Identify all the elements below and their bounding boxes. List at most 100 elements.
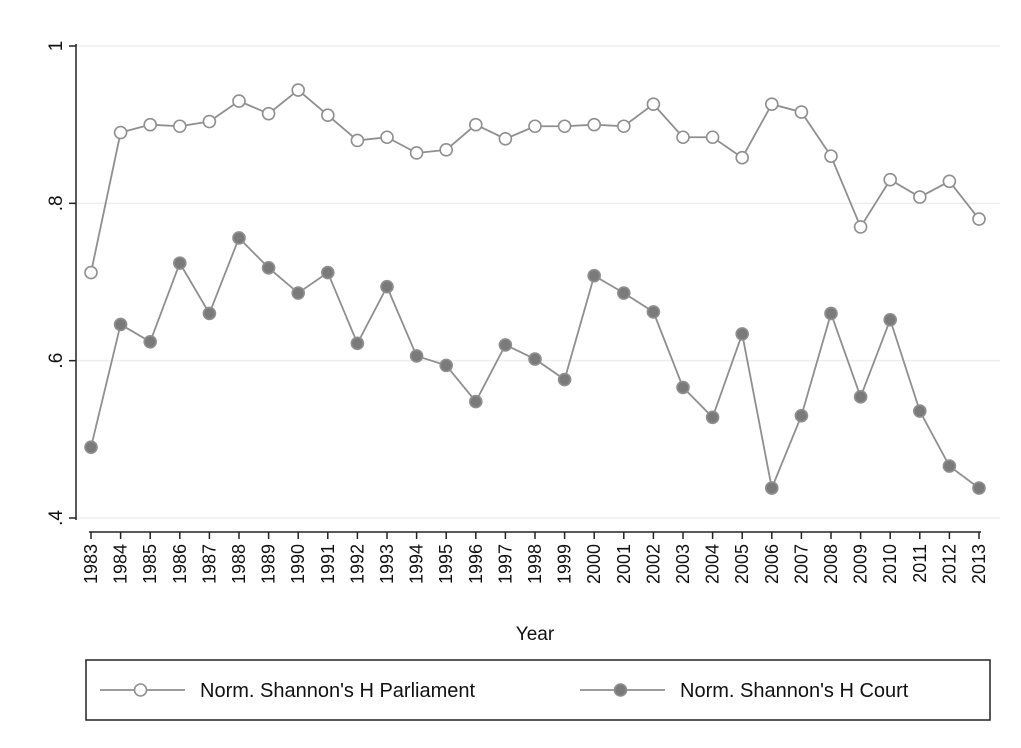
- data-point-hollow: [883, 172, 898, 187]
- x-tick-label: 1991: [318, 544, 338, 584]
- data-point-filled: [972, 481, 986, 495]
- data-point-filled: [173, 256, 187, 270]
- legend-label: Norm. Shannon's H Court: [680, 680, 909, 702]
- data-point-filled: [942, 459, 957, 473]
- data-point-hollow: [143, 117, 157, 132]
- legend-marker: [613, 683, 628, 697]
- x-tick-label: 1990: [288, 544, 308, 584]
- data-point-hollow: [202, 114, 217, 129]
- x-tick-label: 2004: [703, 544, 723, 584]
- x-tick-label: 1997: [495, 544, 515, 584]
- data-point-hollow: [261, 106, 276, 121]
- data-point-filled: [705, 410, 720, 425]
- data-point-filled: [912, 404, 927, 418]
- y-tick-label: 1: [46, 41, 67, 52]
- data-point-hollow: [528, 119, 542, 134]
- data-point-filled: [261, 261, 276, 275]
- data-point-hollow: [824, 149, 838, 163]
- legend-item: Norm. Shannon's H Parliament: [100, 680, 475, 702]
- axes: .4 .6 .8 1 1983 1984 1985 1986 1987 1988 1989 1990 1…: [46, 41, 989, 584]
- data-point-filled: [320, 265, 335, 280]
- x-tick-label: 1994: [407, 544, 427, 584]
- data-point-hollow: [912, 190, 927, 204]
- y-tick-label: .4: [46, 510, 67, 526]
- data-point-filled: [202, 306, 217, 321]
- x-tick-label: 2002: [643, 544, 663, 584]
- x-tick-label: 1983: [81, 544, 101, 584]
- data-point-filled: [468, 394, 483, 409]
- data-point-hollow: [646, 97, 661, 112]
- data-point-filled: [646, 305, 661, 319]
- data-point-filled: [232, 231, 246, 245]
- data-point-filled: [380, 279, 394, 294]
- data-point-hollow: [705, 130, 720, 145]
- data-point-hollow: [942, 174, 957, 189]
- data-point-hollow: [616, 119, 631, 134]
- x-axis-title: Year: [516, 624, 555, 645]
- x-tick-label: 1986: [170, 544, 190, 584]
- data-point-filled: [676, 380, 690, 395]
- data-point-hollow: [173, 119, 187, 134]
- x-tick-label: 1989: [259, 544, 279, 584]
- x-tick-label: 1995: [436, 544, 456, 584]
- data-point-filled: [824, 306, 838, 321]
- legend-items: Norm. Shannon's H Parliament Norm. Shanno…: [100, 680, 909, 702]
- data-point-hollow: [972, 212, 986, 226]
- data-point-filled: [291, 286, 306, 300]
- legend: Norm. Shannon's H Parliament Norm. Shanno…: [85, 659, 991, 721]
- data-point-filled: [409, 349, 424, 363]
- data-point-hollow: [350, 133, 365, 148]
- data-point-filled: [764, 481, 779, 495]
- data-point-hollow: [113, 125, 128, 140]
- data-point-hollow: [320, 108, 335, 123]
- x-tick-label: 2006: [762, 544, 782, 584]
- x-tick-label: 2012: [939, 544, 959, 584]
- data-point-hollow: [380, 130, 394, 145]
- y-tick-label: .6: [46, 353, 67, 369]
- data-point-filled: [883, 312, 898, 327]
- data-point-hollow: [587, 117, 602, 132]
- x-tick-label: 2007: [791, 544, 811, 584]
- data-point-hollow: [735, 150, 750, 165]
- data-point-hollow: [232, 94, 246, 108]
- x-tick-label: 2005: [732, 544, 752, 584]
- x-tick-label: 1993: [377, 544, 397, 584]
- legend-item: Norm. Shannon's H Court: [580, 680, 909, 702]
- data-point-filled: [439, 358, 454, 373]
- data-point-hollow: [794, 105, 809, 119]
- x-tick-label: 2009: [851, 544, 871, 584]
- x-tick-label: 2013: [969, 544, 989, 584]
- data-point-hollow: [439, 143, 454, 157]
- data-point-filled: [113, 317, 128, 332]
- y-tick-label: .8: [46, 195, 67, 211]
- legend-label: Norm. Shannon's H Parliament: [200, 680, 475, 702]
- data-point-filled: [794, 408, 809, 423]
- data-point-hollow: [676, 130, 690, 145]
- x-tick-label: 1985: [140, 544, 160, 584]
- data-point-hollow: [409, 146, 424, 160]
- data-point-filled: [143, 334, 157, 349]
- x-tick-label: 1984: [111, 544, 131, 584]
- data-point-filled: [528, 352, 542, 366]
- x-tick-label: 1998: [525, 544, 545, 584]
- x-tick-label: 1999: [555, 544, 575, 584]
- legend-box: [85, 659, 991, 721]
- data-point-hollow: [764, 97, 779, 112]
- x-tick-label: 2001: [614, 544, 634, 584]
- x-tick-label: 2003: [673, 544, 693, 584]
- data-point-filled: [616, 286, 631, 300]
- data-point-filled: [735, 327, 750, 341]
- legend-marker: [133, 683, 148, 697]
- x-tick-label: 1992: [347, 544, 367, 584]
- data-point-hollow: [468, 117, 483, 132]
- data-point-hollow: [84, 265, 98, 280]
- x-tick-label: 1988: [229, 544, 249, 584]
- x-tick-label: 2010: [880, 544, 900, 584]
- data-point-filled: [350, 336, 365, 351]
- data-point-hollow: [853, 220, 868, 234]
- data-point-filled: [557, 372, 572, 387]
- data-point-hollow: [557, 119, 572, 134]
